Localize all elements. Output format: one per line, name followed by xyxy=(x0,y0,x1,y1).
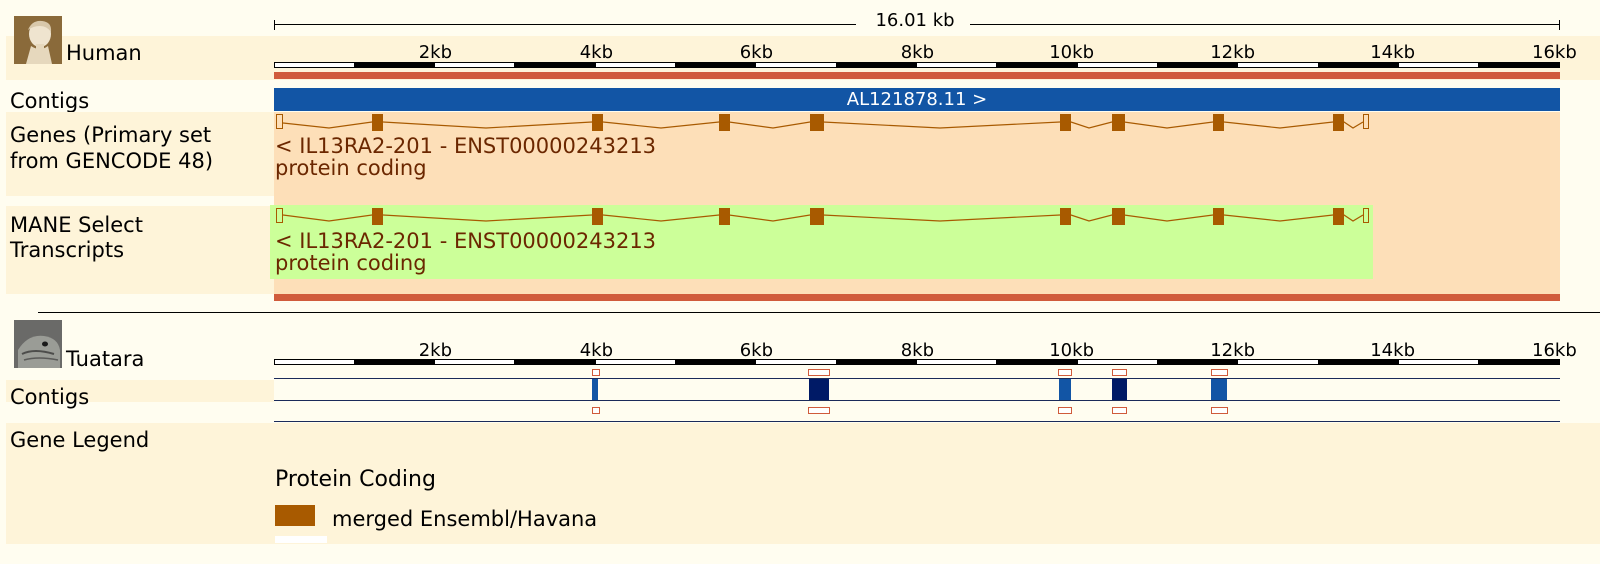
mane-label-band xyxy=(6,206,274,294)
region-highlight-bottom xyxy=(274,294,1560,301)
alignment-marker xyxy=(1058,369,1072,376)
tuatara-contigs-band xyxy=(6,380,274,402)
species-separator xyxy=(38,312,1600,313)
exon-utr xyxy=(276,114,283,129)
contig-block[interactable] xyxy=(592,379,598,400)
track-label-contigs: Contigs xyxy=(10,89,90,113)
legend-title: Gene Legend xyxy=(10,428,150,452)
tick-label: 8kb xyxy=(900,340,934,361)
tick-label: 14kb xyxy=(1370,340,1415,361)
tick-label: 2kb xyxy=(418,340,452,361)
alignment-marker xyxy=(592,369,600,376)
track-label-genes-line1: Genes (Primary set xyxy=(10,123,212,147)
contig-block[interactable] xyxy=(1059,379,1071,400)
contig-bar[interactable] xyxy=(274,88,1560,111)
alignment-marker xyxy=(1112,407,1127,414)
legend-category: Protein Coding xyxy=(275,467,436,492)
mane-biotype-label: protein coding xyxy=(275,251,427,275)
exon-utr xyxy=(1363,114,1369,129)
human-bust-icon xyxy=(14,16,62,64)
exon xyxy=(592,208,603,225)
exon xyxy=(1213,208,1224,225)
exon-utr xyxy=(276,208,283,223)
exon xyxy=(1333,208,1344,225)
gene-transcript-label[interactable]: < IL13RA2-201 - ENST00000243213 xyxy=(275,134,657,158)
contig-block[interactable] xyxy=(1112,379,1127,400)
mane-transcript-label[interactable]: < IL13RA2-201 - ENST00000243213 xyxy=(275,229,657,253)
exon xyxy=(719,114,730,131)
legend-swatch-merged xyxy=(275,505,315,526)
exon xyxy=(1333,114,1344,131)
gene-biotype-label: protein coding xyxy=(275,156,427,180)
contig-line-top xyxy=(274,378,1560,379)
alignment-marker xyxy=(1211,407,1228,414)
legend-panel xyxy=(6,423,1600,544)
tick-label: 14kb xyxy=(1370,42,1415,63)
exon xyxy=(592,114,603,131)
track-label-genes-line2: from GENCODE 48) xyxy=(10,149,214,173)
scale-total-label: 16.01 kb xyxy=(860,10,970,31)
alignment-marker xyxy=(1112,369,1127,376)
exon xyxy=(1060,114,1071,131)
alignment-marker xyxy=(1211,369,1228,376)
alignment-marker xyxy=(808,369,830,376)
tick-label: 12kb xyxy=(1210,340,1255,361)
exon xyxy=(1112,114,1125,131)
region-highlight-top xyxy=(274,72,1560,79)
exon-utr xyxy=(1363,208,1369,223)
contig-name: AL121878.11 > xyxy=(846,89,988,110)
alignment-marker xyxy=(1058,407,1072,414)
legend-item-label: merged Ensembl/Havana xyxy=(332,507,598,531)
contig-line-bottom xyxy=(274,400,1560,401)
human-ruler xyxy=(274,62,1560,69)
exon xyxy=(372,208,383,225)
gene-model-primary[interactable] xyxy=(0,0,1600,200)
contig-block[interactable] xyxy=(809,379,829,400)
tick-label: 10kb xyxy=(1049,340,1094,361)
gene-model-mane[interactable] xyxy=(0,0,1600,300)
contig-block[interactable] xyxy=(1211,379,1227,400)
tick-label: 2kb xyxy=(418,42,452,63)
intron-lines xyxy=(282,214,1364,222)
genes-label-band xyxy=(6,112,274,196)
tick-label: 6kb xyxy=(739,340,773,361)
exon xyxy=(1060,208,1071,225)
tick-label: 10kb xyxy=(1049,42,1094,63)
exon xyxy=(810,208,824,225)
legend-swatch-blank xyxy=(275,536,327,543)
species-name-tuatara: Tuatara xyxy=(66,347,145,371)
tick-label: 8kb xyxy=(900,42,934,63)
tick-label: 12kb xyxy=(1210,42,1255,63)
intron-lines xyxy=(282,121,1364,129)
tick-label: 16kb xyxy=(1532,340,1577,361)
exon xyxy=(719,208,730,225)
tick-label: 4kb xyxy=(579,340,613,361)
exon xyxy=(372,114,383,131)
tuatara-track-bottom-line xyxy=(274,421,1560,422)
track-label-mane-line1: MANE Select xyxy=(10,213,143,237)
tick-label: 4kb xyxy=(579,42,613,63)
exon xyxy=(810,114,824,131)
alignment-marker xyxy=(808,407,830,414)
alignment-marker xyxy=(592,407,600,414)
scale-bar xyxy=(274,18,1560,32)
exon xyxy=(1112,208,1125,225)
tuatara-icon xyxy=(14,320,62,368)
tick-label: 16kb xyxy=(1532,42,1577,63)
track-label-tuatara-contigs: Contigs xyxy=(10,385,90,409)
track-label-mane-line2: Transcripts xyxy=(10,238,125,262)
exon xyxy=(1213,114,1224,131)
tick-label: 6kb xyxy=(739,42,773,63)
tuatara-ruler xyxy=(274,359,1560,366)
species-name-human: Human xyxy=(66,41,142,65)
